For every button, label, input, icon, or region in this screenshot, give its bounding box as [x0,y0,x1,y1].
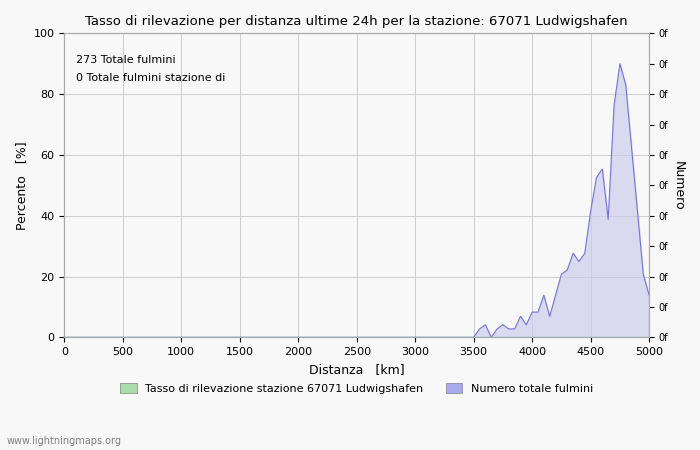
Title: Tasso di rilevazione per distanza ultime 24h per la stazione: 67071 Ludwigshafen: Tasso di rilevazione per distanza ultime… [85,15,628,28]
Text: 0 Totale fulmini stazione di: 0 Totale fulmini stazione di [76,73,225,83]
Y-axis label: Percento   [%]: Percento [%] [15,141,28,230]
Text: 273 Totale fulmini: 273 Totale fulmini [76,54,176,65]
X-axis label: Distanza   [km]: Distanza [km] [309,363,405,376]
Y-axis label: Numero: Numero [672,161,685,210]
Legend: Tasso di rilevazione stazione 67071 Ludwigshafen, Numero totale fulmini: Tasso di rilevazione stazione 67071 Ludw… [116,379,598,399]
Text: www.lightningmaps.org: www.lightningmaps.org [7,436,122,446]
